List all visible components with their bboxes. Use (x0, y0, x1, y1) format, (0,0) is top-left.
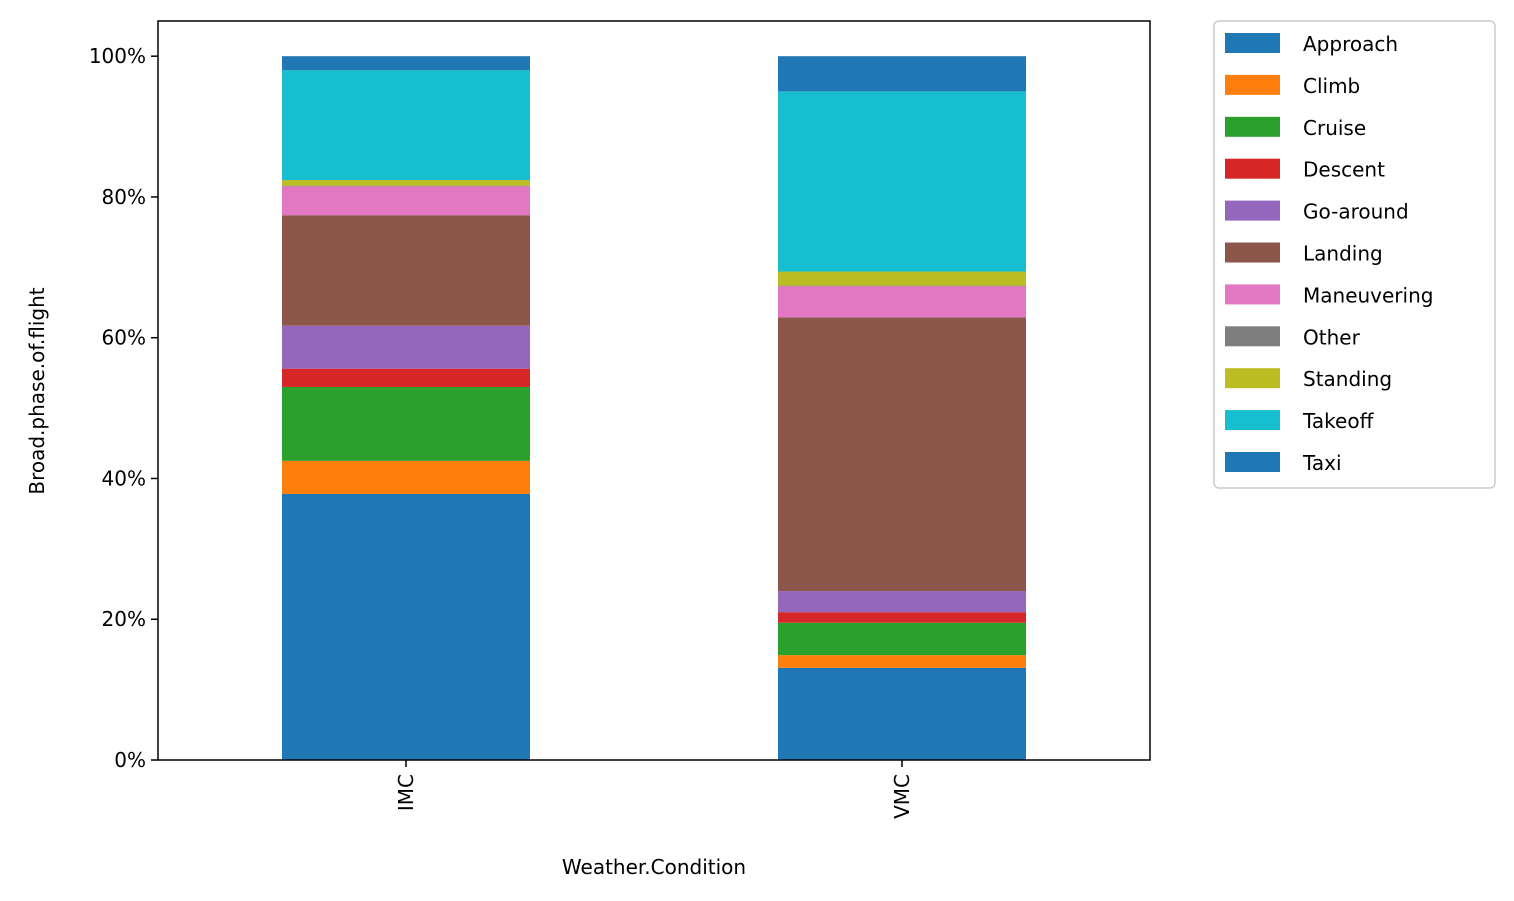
x-tick-label-imc: IMC (394, 774, 418, 811)
legend-label-approach: Approach (1303, 32, 1398, 56)
legend-label-descent: Descent (1303, 158, 1385, 182)
bar-segment-vmc-standing (778, 271, 1026, 286)
legend-swatch-descent (1225, 158, 1280, 179)
bar-segment-vmc-other (778, 285, 1026, 287)
legend-label-maneuvering: Maneuvering (1303, 283, 1433, 307)
bar-segment-imc-standing (282, 180, 530, 186)
bar-segment-imc-go-around (282, 325, 530, 369)
legend-swatch-taxi (1225, 452, 1280, 472)
y-axis: 0% 20% 40% 60% 80% 100% (89, 44, 158, 772)
legend-swatch-other (1225, 326, 1280, 347)
bar-segment-imc-landing (282, 215, 530, 326)
bar-segment-imc-descent (282, 368, 530, 387)
bar-segment-vmc-approach (778, 667, 1026, 760)
x-axis-label: Weather.Condition (562, 855, 746, 879)
x-tick-label-vmc: VMC (890, 774, 914, 819)
legend-label-climb: Climb (1303, 74, 1360, 98)
y-tick-label: 0% (114, 748, 146, 772)
legend-label-taxi: Taxi (1302, 451, 1342, 475)
legend-label-landing: Landing (1303, 242, 1383, 266)
legend-swatch-go-around (1225, 200, 1280, 221)
bar-segment-imc-takeoff (282, 70, 530, 181)
legend-swatch-takeoff (1225, 410, 1280, 431)
legend-swatch-climb (1225, 74, 1280, 95)
y-axis-label: Broad.phase.of.flight (25, 287, 49, 494)
bar-segment-imc-maneuvering (282, 186, 530, 216)
bar-segment-vmc-descent (778, 612, 1026, 623)
legend-swatch-landing (1225, 242, 1280, 263)
bar-segment-vmc-landing (778, 317, 1026, 592)
y-tick-label: 100% (89, 44, 146, 68)
legend-swatch-standing (1225, 368, 1280, 389)
legend-swatch-maneuvering (1225, 284, 1280, 305)
y-tick-label: 80% (102, 185, 146, 209)
y-tick-label: 20% (102, 607, 146, 631)
bar-segment-imc-other (282, 185, 530, 187)
y-tick-label: 40% (102, 466, 146, 490)
legend-label-cruise: Cruise (1303, 116, 1366, 140)
legend-frame (1213, 20, 1496, 489)
legend-swatch-cruise (1225, 116, 1280, 137)
legend-label-takeoff: Takeoff (1302, 409, 1375, 433)
legend-label-go-around: Go-around (1303, 200, 1409, 224)
y-tick-label: 60% (102, 326, 146, 350)
bar-segment-imc-approach (282, 493, 530, 760)
bar-segment-vmc-maneuvering (778, 286, 1026, 318)
bar-segment-imc-cruise (282, 386, 530, 461)
x-axis: IMC VMC (394, 760, 914, 819)
plot-frame (157, 20, 1151, 761)
legend-label-standing: Standing (1303, 367, 1392, 391)
bar-segment-vmc-climb (778, 655, 1026, 668)
bar-segment-vmc-taxi (778, 56, 1026, 92)
bars-layer (282, 56, 1026, 760)
legend-swatch-approach (1225, 33, 1280, 53)
bar-segment-imc-taxi (282, 56, 530, 71)
bar-segment-vmc-go-around (778, 591, 1026, 613)
bar-segment-vmc-takeoff (778, 91, 1026, 272)
legend-label-other: Other (1303, 325, 1361, 349)
bar-segment-imc-climb (282, 460, 530, 494)
legend: Approach Climb Cruise Descent Go-around Landi… (1213, 20, 1496, 489)
bar-segment-vmc-cruise (778, 622, 1026, 656)
